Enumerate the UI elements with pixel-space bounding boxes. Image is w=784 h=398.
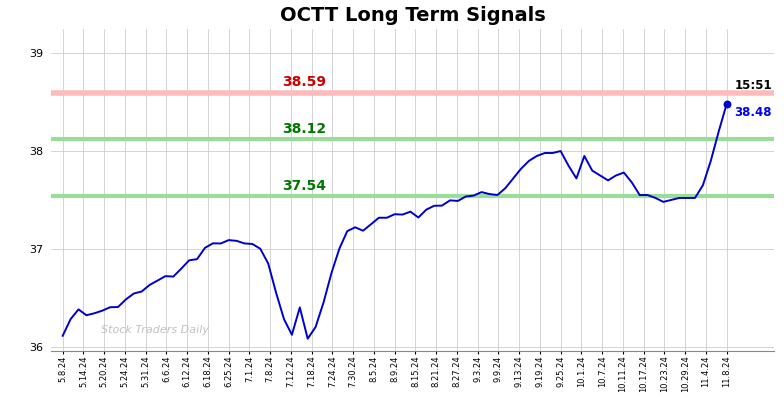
Title: OCTT Long Term Signals: OCTT Long Term Signals [280,6,546,25]
Text: 15:51: 15:51 [735,80,772,92]
Text: 37.54: 37.54 [282,179,327,193]
Text: 38.48: 38.48 [735,106,772,119]
Point [720,101,733,107]
Text: 38.12: 38.12 [282,123,327,137]
Text: Stock Traders Daily: Stock Traders Daily [101,325,209,335]
Text: 38.59: 38.59 [282,76,327,90]
